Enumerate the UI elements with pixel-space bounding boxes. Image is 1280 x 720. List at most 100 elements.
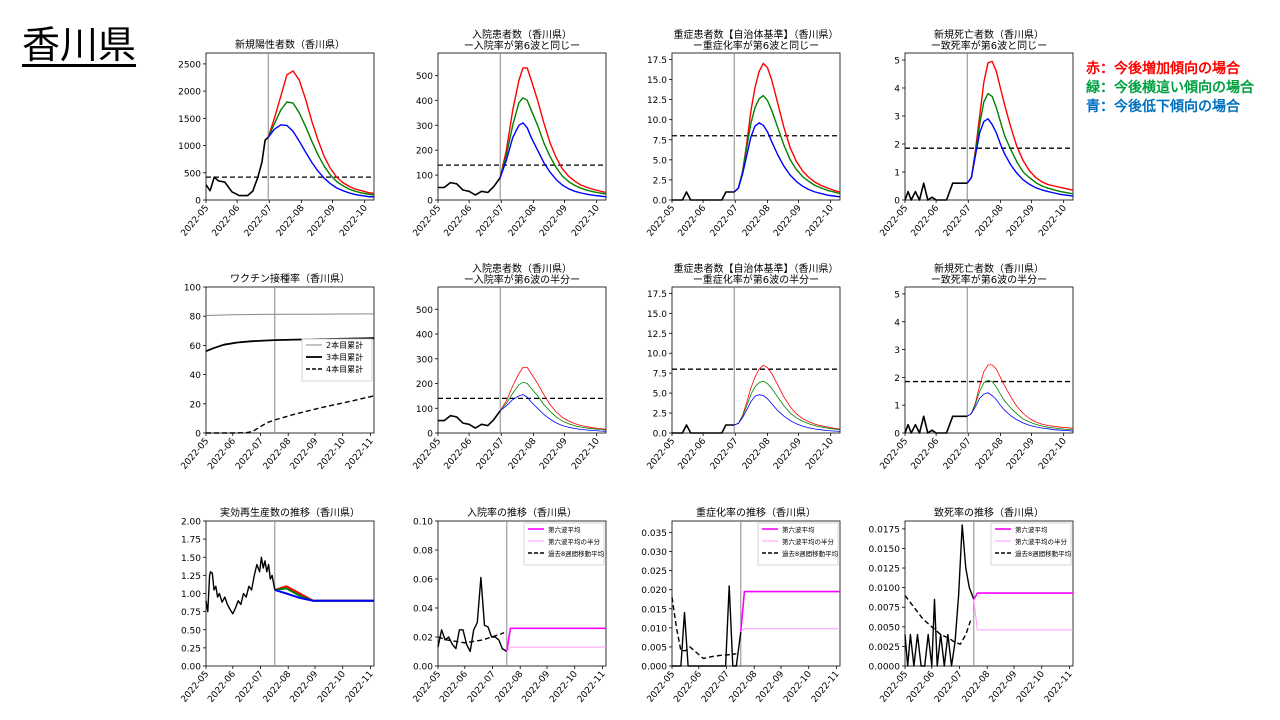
y-tick-label: 80 [190, 313, 202, 323]
chart-legend [523, 522, 605, 566]
legend-label: 過去8週間移動平均 [1015, 549, 1072, 558]
plot-frame [205, 520, 375, 667]
x-tick-label: 2022-06 [443, 203, 475, 238]
y-tick-label: 0.00 [413, 663, 433, 673]
y-tick-label: 0.0025 [869, 643, 901, 653]
x-tick-label: 2022-07 [466, 670, 498, 705]
series-line-blue [499, 394, 607, 432]
y-tick-label: 0.000 [641, 663, 667, 673]
series-line-black [437, 631, 505, 644]
x-tick-label: 2022-09 [288, 669, 320, 704]
x-tick-label: 2022-09 [754, 669, 786, 704]
x-tick-label: 2022-06 [677, 203, 709, 238]
x-tick-label: 2022-08 [507, 203, 539, 238]
legend-label: 過去8週間移動平均 [782, 549, 839, 558]
chart-title: ワクチン接種率（香川県） [230, 272, 350, 285]
x-tick-label: 2022-07 [475, 437, 507, 472]
y-tick-label: 10.0 [647, 116, 667, 126]
series-line-pink [973, 599, 1073, 631]
chart-title: 実効再生産数の推移（香川県） [220, 506, 360, 519]
legend-red-increase: 赤：今後増加傾向の場合 [1086, 61, 1240, 77]
y-tick-label: 0.0050 [869, 623, 901, 633]
chart-legend [990, 522, 1072, 566]
y-tick-label: 3 [894, 346, 900, 356]
x-tick-label: 2022-08 [974, 436, 1006, 471]
chart-title: 入院患者数（香川県） [472, 262, 572, 275]
y-tick-label: 1 [894, 402, 900, 412]
chart-title: 新規死亡者数（香川県） [934, 28, 1044, 41]
y-tick-label: 0 [427, 197, 433, 207]
series-line-black [438, 410, 501, 429]
y-tick-label: 100 [416, 172, 433, 182]
x-tick-label: 2022-11 [576, 670, 608, 705]
y-tick-label: 400 [416, 97, 433, 107]
legend-label: 第六波平均の半分 [782, 537, 835, 546]
x-tick-label: 2022-07 [933, 670, 965, 705]
x-tick-label: 2022-07 [475, 204, 507, 239]
x-tick-label: 2022-08 [275, 203, 307, 238]
series-line-blue [733, 122, 841, 198]
y-tick-label: 17.5 [647, 56, 667, 66]
chart-title: 致死率の推移（香川県） [934, 506, 1044, 519]
x-tick-label: 2022-06 [438, 669, 470, 704]
x-tick-label: 2022-09 [538, 203, 570, 238]
y-tick-label: 400 [416, 331, 433, 341]
series-line-blue [966, 392, 1074, 432]
x-tick-label: 2022-05 [878, 204, 910, 239]
x-tick-label: 2022-08 [741, 436, 773, 471]
y-tick-label: 0.75 [181, 608, 201, 618]
y-tick-label: 0.0150 [869, 545, 901, 555]
y-tick-label: 200 [416, 380, 433, 390]
y-tick-label: 0.015 [641, 605, 667, 615]
series-line-magenta [506, 627, 606, 652]
y-tick-label: 300 [416, 355, 433, 365]
chart-title: 重症化率の推移（香川県） [696, 506, 816, 519]
chart-subtitle: ー致死率が第6波と同じー [931, 39, 1047, 52]
series-line-gray [205, 313, 375, 316]
legend-label: 第六波平均 [782, 525, 815, 534]
series-line-red [734, 364, 841, 430]
series-line-red [499, 67, 607, 194]
y-tick-label: 0.50 [181, 626, 201, 636]
y-tick-label: 1.25 [181, 572, 201, 582]
y-tick-label: 7.5 [653, 370, 667, 380]
series-line-green [966, 92, 1074, 195]
x-tick-label: 2022-09 [987, 669, 1019, 704]
x-tick-label: 2022-05 [179, 204, 211, 239]
chart-rt: 実効再生産数の推移（香川県） 0.00 0.25 0.50 0.75 1.00 1.25 1.… [179, 506, 375, 705]
x-tick-label: 2022-07 [234, 670, 266, 705]
legend-label: 第六波平均 [1015, 525, 1048, 534]
y-tick-label: 0.0125 [869, 565, 901, 575]
x-tick-label: 2022-09 [288, 436, 320, 471]
series-line-black [904, 524, 975, 667]
plot-frame [904, 52, 1074, 201]
series-line-green [734, 380, 841, 431]
x-tick-label: 2022-09 [772, 436, 804, 471]
series-line-magenta [740, 590, 840, 632]
series-line-pink [740, 628, 840, 633]
y-tick-label: 4 [894, 85, 900, 95]
plot-frame [671, 52, 841, 201]
y-tick-label: 0 [894, 430, 900, 440]
y-tick-label: 0 [894, 197, 900, 207]
x-tick-label: 2022-07 [942, 437, 974, 472]
y-tick-label: 1.00 [181, 590, 201, 600]
chart-subtitle: ー入院率が第6波と同じー [464, 39, 580, 52]
x-tick-label: 2022-06 [910, 436, 942, 471]
y-tick-label: 5 [894, 57, 900, 67]
series-line-black [904, 415, 968, 434]
y-tick-label: 0.035 [641, 529, 667, 539]
x-tick-label: 2022-07 [942, 204, 974, 239]
y-tick-label: 1.75 [181, 536, 201, 546]
x-tick-label: 2022-10 [570, 436, 602, 471]
y-tick-label: 1 [894, 169, 900, 179]
series-line-black [672, 585, 742, 667]
y-tick-label: 5.0 [653, 156, 668, 166]
x-tick-label: 2022-07 [243, 204, 275, 239]
legend-green-flat: 緑：今後横這い傾向の場合 [1086, 80, 1254, 96]
series-line-black [206, 395, 375, 434]
plot-frame [904, 286, 1074, 434]
x-tick-label: 2022-11 [810, 670, 842, 705]
